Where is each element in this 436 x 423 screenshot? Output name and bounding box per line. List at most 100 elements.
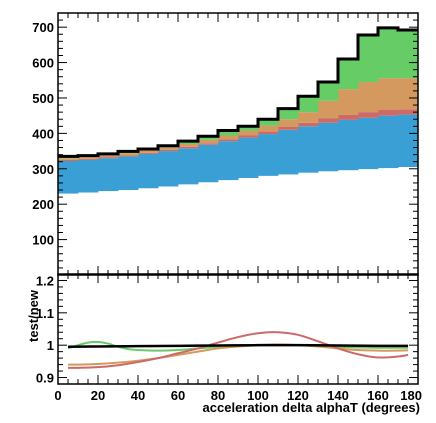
stack-layer-orange-bin bbox=[118, 153, 139, 156]
stack-layer-blue-bin bbox=[138, 153, 159, 189]
x-tick-label: 160 bbox=[367, 388, 389, 403]
x-tick-label: 140 bbox=[327, 388, 349, 403]
stack-layer-blue-bin bbox=[78, 159, 99, 193]
ratio-y-axis-title: test/new bbox=[26, 289, 41, 342]
ratio-series-line-0 bbox=[67, 340, 408, 352]
stack-layer-orange-bin bbox=[278, 119, 299, 128]
stack-layer-green-bin bbox=[338, 59, 359, 90]
stack-layer-orange-bin bbox=[98, 155, 119, 158]
stack-layer-orange-bin bbox=[378, 78, 399, 111]
stack-layer-blue-bin bbox=[198, 144, 219, 183]
ratio-ticks: 0.9 1 1.1 1.2 0 20 40 60 80 100 120 140 160 180 bbox=[36, 273, 422, 403]
stack-layer-red-bin bbox=[158, 150, 179, 152]
stack-layer-green-bin bbox=[218, 130, 239, 136]
stack-layer-orange-bin bbox=[198, 139, 219, 144]
stack-layer-orange-bin bbox=[398, 78, 419, 110]
stack-layer-orange-bin bbox=[158, 147, 179, 151]
top-panel: 100 200 300 400 500 600 700 bbox=[32, 12, 419, 276]
top-ticks: 100 200 300 400 500 600 700 bbox=[32, 13, 419, 275]
ratio-lines bbox=[67, 331, 409, 369]
stack-layer-blue-bin bbox=[258, 134, 279, 176]
top-y-tick-label: 100 bbox=[32, 233, 54, 248]
total-outline bbox=[58, 26, 418, 158]
stack-layer-red-bin bbox=[218, 139, 239, 142]
total-outline-step bbox=[58, 26, 418, 158]
ratio-y-tick-label: 1 bbox=[47, 338, 54, 353]
stack-layer-blue-bin bbox=[98, 158, 119, 192]
stack-layer-orange-bin bbox=[238, 130, 259, 136]
stack-layer-orange-bin bbox=[178, 144, 199, 147]
top-y-tick-label: 300 bbox=[32, 162, 54, 177]
x-tick-label: 0 bbox=[54, 388, 61, 403]
ratio-y-tick-label: 1.2 bbox=[36, 273, 54, 288]
stack-layer-blue-bin bbox=[118, 156, 139, 191]
stack-layer-orange-bin bbox=[58, 158, 79, 160]
stack-layer-green-bin bbox=[238, 126, 259, 131]
stack-layer-green-bin bbox=[358, 34, 379, 83]
top-y-tick-label: 500 bbox=[32, 91, 54, 106]
x-tick-label: 100 bbox=[247, 388, 269, 403]
stack-layer-red-bin bbox=[198, 143, 219, 145]
stack-layer-red-bin bbox=[78, 158, 99, 160]
stack-layer-orange-bin bbox=[78, 157, 99, 159]
stack-fills bbox=[58, 27, 419, 194]
ratio-panel: 0.9 1 1.1 1.2 0 20 40 60 80 100 120 140 160 180 bbox=[36, 273, 422, 403]
stack-layer-blue-bin bbox=[378, 115, 399, 169]
stack-layer-green-bin bbox=[198, 136, 219, 140]
stack-layer-red-bin bbox=[238, 135, 259, 138]
x-tick-label: 60 bbox=[171, 388, 185, 403]
top-y-tick-label: 400 bbox=[32, 126, 54, 141]
stack-layer-red-bin bbox=[338, 114, 359, 120]
stack-layer-red-bin bbox=[178, 146, 199, 149]
stack-layer-blue-bin bbox=[58, 160, 79, 194]
ratio-series-line-2 bbox=[67, 331, 409, 369]
top-y-tick-label: 200 bbox=[32, 197, 54, 212]
stack-layer-orange-bin bbox=[258, 125, 279, 132]
ratio-series-line-3 bbox=[67, 343, 409, 349]
stack-layer-green-bin bbox=[258, 119, 279, 126]
stack-layer-red-bin bbox=[378, 110, 399, 116]
top-y-tick-label: 700 bbox=[32, 20, 54, 35]
stack-layer-green-bin bbox=[298, 96, 319, 113]
stack-layer-red-bin bbox=[298, 122, 319, 127]
stack-layer-red-bin bbox=[258, 131, 279, 135]
stack-layer-blue-bin bbox=[178, 148, 199, 185]
x-tick-label: 40 bbox=[131, 388, 145, 403]
stack-layer-red-bin bbox=[278, 127, 299, 130]
stack-layer-green-bin bbox=[318, 82, 339, 101]
stack-layer-orange-bin bbox=[318, 100, 339, 119]
x-axis-title: acceleration delta alphaT (degrees) bbox=[203, 400, 420, 415]
stack-layer-blue-bin bbox=[358, 117, 379, 170]
stack-layer-blue-bin bbox=[158, 151, 179, 187]
stack-layer-blue-bin bbox=[278, 129, 299, 175]
x-tick-label: 120 bbox=[287, 388, 309, 403]
stack-layer-red-bin bbox=[318, 118, 339, 123]
stack-layer-green-bin bbox=[378, 27, 399, 79]
ratio-frame bbox=[57, 273, 419, 385]
x-tick-label: 80 bbox=[211, 388, 225, 403]
stack-layer-blue-bin bbox=[398, 114, 419, 168]
stack-layer-blue-bin bbox=[318, 122, 339, 172]
stack-layer-red-bin bbox=[398, 109, 419, 115]
stack-layer-orange-bin bbox=[298, 112, 319, 123]
ratio-y-tick-label: 0.9 bbox=[36, 371, 54, 386]
stack-layer-orange-bin bbox=[338, 89, 359, 115]
stack-layer-red-bin bbox=[118, 155, 139, 157]
stack-layer-red-bin bbox=[138, 152, 159, 154]
stack-layer-orange-bin bbox=[218, 135, 239, 140]
stack-layer-blue-bin bbox=[298, 126, 319, 173]
stack-layer-blue-bin bbox=[238, 137, 259, 178]
stack-layer-red-bin bbox=[358, 112, 379, 118]
stack-layer-orange-bin bbox=[138, 150, 159, 153]
x-tick-label: 20 bbox=[91, 388, 105, 403]
stack-layer-red-bin bbox=[58, 159, 79, 161]
stack-layer-red-bin bbox=[98, 157, 119, 159]
stack-layer-blue-bin bbox=[218, 141, 239, 181]
x-tick-label: 180 bbox=[400, 388, 422, 403]
stack-layer-blue-bin bbox=[338, 119, 359, 171]
top-y-tick-label: 600 bbox=[32, 56, 54, 71]
stack-layer-orange-bin bbox=[358, 82, 379, 113]
ratio-y-tick-label: 1.1 bbox=[36, 306, 54, 321]
stack-layer-green-bin bbox=[398, 29, 419, 79]
